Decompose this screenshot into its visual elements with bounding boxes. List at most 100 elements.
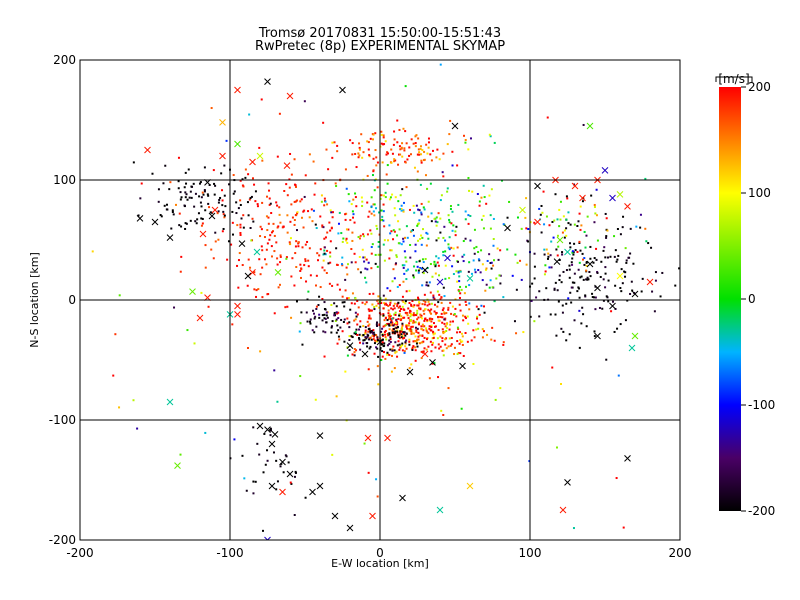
scatter-dot <box>384 317 387 320</box>
colorbar-tick-label: 0 <box>748 292 756 306</box>
scatter-dot <box>482 214 485 217</box>
scatter-dot <box>473 268 476 271</box>
scatter-dot <box>333 302 336 305</box>
scatter-dot <box>408 343 411 346</box>
scatter-dot <box>585 269 588 272</box>
x-marker <box>264 426 271 433</box>
scatter-dot <box>472 329 475 332</box>
scatter-dot <box>412 319 415 322</box>
scatter-dot <box>184 227 187 230</box>
scatter-dot <box>502 296 505 299</box>
scatter-dot <box>323 317 326 320</box>
scatter-dot <box>591 292 594 295</box>
scatter-dot <box>258 258 261 261</box>
scatter-dot <box>559 200 562 203</box>
scatter-dot <box>405 225 408 228</box>
scatter-dot <box>330 331 333 334</box>
scatter-dot <box>358 146 361 149</box>
scatter-dot <box>429 340 432 343</box>
scatter-dot <box>266 242 269 245</box>
scatter-dot <box>433 217 436 220</box>
scatter-dot <box>334 319 337 322</box>
scatter-dot <box>341 295 344 298</box>
scatter-dot <box>477 258 480 261</box>
scatter-dot <box>449 207 452 210</box>
colorbar-tick-label: -100 <box>748 398 775 412</box>
scatter-dot <box>350 248 353 251</box>
scatter-dot <box>402 266 405 269</box>
scatter-dot <box>498 274 501 277</box>
scatter-dot <box>290 316 293 319</box>
scatter-dot <box>423 150 426 153</box>
scatter-dot <box>265 248 268 251</box>
scatter-dot <box>561 251 564 254</box>
scatter-dot <box>506 248 509 251</box>
scatter-dot <box>179 198 182 201</box>
scatter-dot <box>543 248 546 251</box>
scatter-dot <box>382 294 385 297</box>
scatter-dot <box>432 330 435 333</box>
scatter-dot <box>410 303 413 306</box>
scatter-dot <box>179 453 182 456</box>
scatter-dot <box>427 284 430 287</box>
x-marker <box>556 236 564 244</box>
scatter-dot <box>369 330 372 333</box>
scatter-dot <box>284 306 287 309</box>
scatter-dot <box>448 236 451 239</box>
scatter-dot <box>368 155 371 158</box>
scatter-dot <box>395 326 398 329</box>
scatter-dot <box>436 337 439 340</box>
scatter-dot <box>481 263 484 266</box>
scatter-dot <box>177 187 180 190</box>
x-marker <box>234 302 241 310</box>
scatter-dot <box>389 348 392 351</box>
scatter-dot <box>438 274 441 277</box>
scatter-dot <box>346 317 349 320</box>
scatter-dot <box>456 164 459 167</box>
scatter-dot <box>577 286 580 289</box>
scatter-dot <box>403 350 406 353</box>
x-marker <box>564 479 571 486</box>
scatter-dot <box>291 257 294 260</box>
scatter-dot <box>323 204 326 207</box>
scatter-dot <box>196 218 199 221</box>
scatter-dot <box>414 135 417 138</box>
x-marker <box>249 158 256 166</box>
scatter-dot <box>366 345 369 348</box>
scatter-dot <box>247 214 250 217</box>
scatter-dot <box>287 461 290 464</box>
scatter-dot <box>351 153 354 156</box>
scatter-dot <box>420 314 423 317</box>
scatter-dot <box>193 342 196 345</box>
scatter-dot <box>324 253 327 256</box>
scatter-dot <box>268 238 271 241</box>
scatter-dot <box>290 482 293 485</box>
scatter-dot <box>447 387 450 390</box>
scatter-dot <box>363 260 366 263</box>
scatter-dot <box>297 245 300 248</box>
scatter-dot <box>362 339 365 342</box>
scatter-dot <box>458 303 461 306</box>
scatter-dot <box>272 451 275 454</box>
scatter-dot <box>573 223 576 226</box>
scatter-dot <box>403 149 406 152</box>
x-marker <box>316 482 324 490</box>
scatter-dot <box>393 277 396 280</box>
scatter-dot <box>593 335 596 338</box>
scatter-dot <box>412 314 415 317</box>
x-marker <box>199 230 207 238</box>
scatter-dot <box>251 217 254 220</box>
scatter-dot <box>354 297 357 300</box>
scatter-dot <box>380 301 383 304</box>
scatter-dot <box>224 205 227 208</box>
x-marker <box>286 470 294 478</box>
scatter-dot <box>468 308 471 311</box>
scatter-dot <box>580 275 583 278</box>
scatter-dot <box>239 223 242 226</box>
scatter-dot <box>329 251 332 254</box>
scatter-dot <box>391 329 394 332</box>
scatter-dot <box>300 311 303 314</box>
scatter-dot <box>256 203 259 206</box>
scatter-dot <box>371 334 374 337</box>
scatter-dot <box>411 348 414 351</box>
